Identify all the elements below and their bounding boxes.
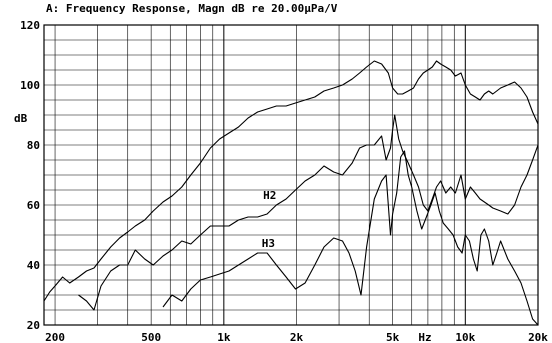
annotation-label: H2 — [263, 189, 276, 202]
x-tick-label: 200 — [45, 331, 65, 343]
x-tick-label: 20k — [528, 331, 548, 343]
y-tick-label: 60 — [27, 199, 40, 212]
y-tick-label: 80 — [27, 139, 40, 152]
y-tick-label: 120 — [20, 19, 40, 32]
x-axis: 200 500 1k 2k 5k 10k 20k — [45, 331, 548, 343]
y-tick-label: 20 — [27, 319, 40, 332]
y-tick-label: 40 — [27, 259, 40, 272]
annotation-label: H3 — [262, 237, 275, 250]
x-tick-label: 500 — [141, 331, 161, 343]
x-tick-label: 1k — [217, 331, 231, 343]
x-tick-label: 10k — [455, 331, 475, 343]
y-axis-label: dB — [14, 112, 28, 125]
x-tick-label: 5k — [386, 331, 400, 343]
grid — [44, 25, 538, 325]
series-line-2 — [78, 114, 539, 311]
x-tick-label: 2k — [290, 331, 304, 343]
series-line-1 — [43, 60, 539, 302]
chart-title: A: Frequency Response, Magn dB re 20.00µ… — [46, 2, 338, 15]
y-axis: 20 40 60 80 100 120 — [20, 19, 40, 332]
series-group — [43, 60, 539, 326]
series-line-3 — [162, 150, 539, 326]
x-axis-label: Hz — [418, 331, 431, 343]
plot-frame — [43, 24, 539, 326]
y-tick-label: 100 — [20, 79, 40, 92]
annotations: H2 H3 — [262, 189, 277, 250]
